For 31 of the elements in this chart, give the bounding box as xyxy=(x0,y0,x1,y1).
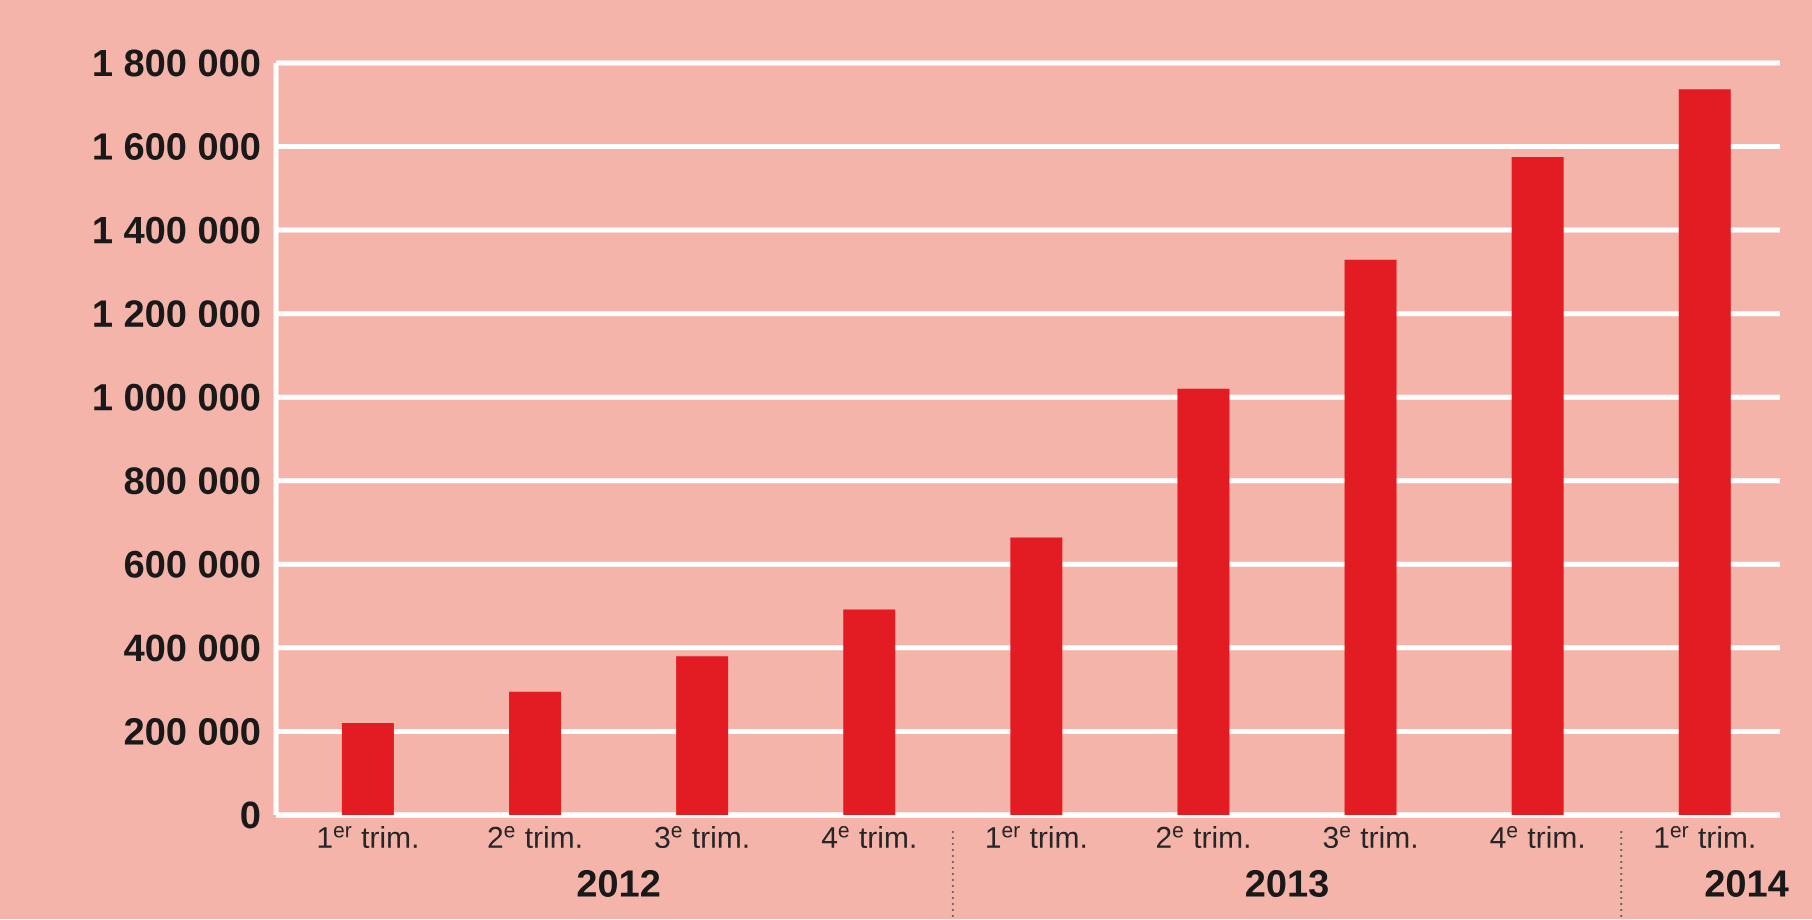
bar xyxy=(341,723,394,815)
bar xyxy=(676,656,729,815)
y-tick-label: 800 000 xyxy=(124,467,260,495)
x-tick-label: 1$^{er}$ trim. xyxy=(1655,826,1754,849)
bar xyxy=(1010,537,1063,815)
bar xyxy=(1177,388,1230,815)
y-tick-label: 400 000 xyxy=(124,634,260,662)
bar xyxy=(509,691,562,815)
y-tick-label: 1 600 000 xyxy=(94,133,260,160)
x-tick-label: 1$^{er}$ trim. xyxy=(318,826,417,849)
bar xyxy=(843,609,896,815)
x-tick-label: 2$^{e}$ trim. xyxy=(488,826,581,849)
y-tick-label: 1 800 000 xyxy=(94,49,260,77)
y-tick-label: 200 000 xyxy=(124,717,260,745)
y-tick-label: 600 000 xyxy=(124,550,260,578)
y-tick-label: 1 400 000 xyxy=(94,216,260,244)
text: 2014 xyxy=(1705,870,1789,897)
text: 2013 xyxy=(1246,870,1328,898)
y-tick-label: 0 xyxy=(241,801,260,829)
text: 2012 xyxy=(577,870,660,897)
y-tick-label: 1 200 000 xyxy=(94,300,260,328)
x-tick-label: 1$^{er}$ trim. xyxy=(987,826,1086,849)
x-tick-label: 3$^{e}$ trim. xyxy=(1323,826,1416,849)
x-tick-label: 4$^{e}$ trim. xyxy=(1490,826,1583,849)
x-tick-label: 2$^{e}$ trim. xyxy=(1156,826,1249,849)
bar xyxy=(1344,259,1397,815)
bar xyxy=(1511,156,1564,815)
y-tick-label: 1 000 000 xyxy=(94,383,260,411)
x-tick-label: 3$^{e}$ trim. xyxy=(655,826,748,849)
bar xyxy=(1678,89,1731,815)
x-tick-label: 4$^{e}$ trim. xyxy=(821,826,915,849)
